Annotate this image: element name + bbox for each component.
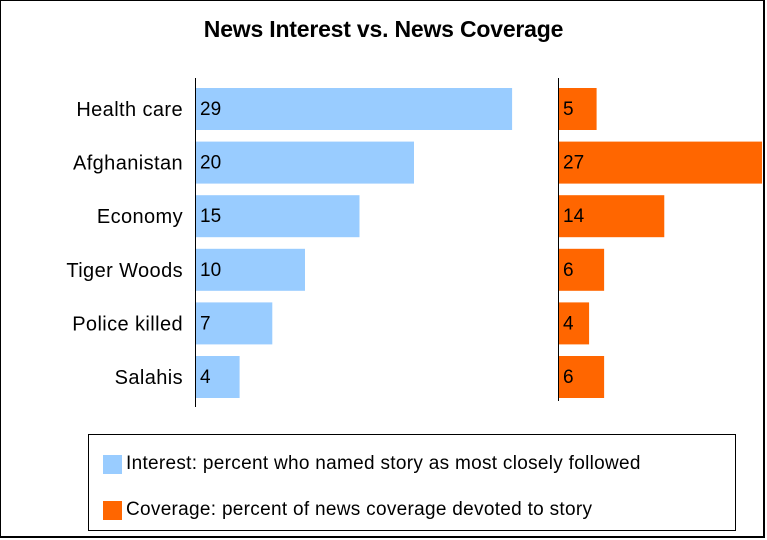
coverage-bar-police-killed	[559, 302, 590, 345]
category-label-police-killed: Police killed	[72, 313, 183, 335]
chart-title: News Interest vs. News Coverage	[203, 16, 564, 42]
legend: Interest: percent who named story as mos…	[88, 434, 736, 531]
legend-swatch-coverage	[103, 500, 122, 520]
category-label-salahis: Salahis	[115, 367, 183, 389]
legend-item-interest: Interest: percent who named story as mos…	[103, 453, 641, 474]
coverage-value-label-health-care: 5	[563, 99, 574, 120]
interest-value-label-police-killed: 7	[200, 313, 211, 334]
interest-bar-economy	[196, 195, 360, 238]
coverage-value-label-economy: 14	[563, 206, 585, 227]
legend-label-coverage: Coverage: percent of news coverage devot…	[126, 499, 593, 520]
interest-bar-salahis	[196, 356, 240, 398]
category-label-economy: Economy	[97, 206, 183, 228]
coverage-bar-health-care	[559, 88, 597, 130]
coverage-bar-economy	[559, 195, 665, 238]
category-label-tiger-woods: Tiger Woods	[66, 260, 183, 282]
coverage-value-label-salahis: 6	[563, 367, 574, 388]
coverage-bar-tiger-woods	[559, 248, 605, 291]
interest-bar-afghanistan	[196, 141, 414, 184]
legend-label-interest: Interest: percent who named story as mos…	[126, 453, 641, 474]
coverage-bar-salahis	[559, 356, 605, 398]
interest-bar-tiger-woods	[196, 248, 305, 291]
legend-item-coverage: Coverage: percent of news coverage devot…	[103, 499, 593, 520]
interest-bar-health-care	[196, 88, 513, 130]
coverage-value-label-police-killed: 4	[563, 313, 574, 334]
interest-bar-police-killed	[196, 302, 273, 345]
interest-value-label-salahis: 4	[200, 367, 211, 388]
coverage-value-label-afghanistan: 27	[563, 153, 584, 174]
category-label-afghanistan: Afghanistan	[73, 153, 183, 175]
interest-value-label-tiger-woods: 10	[200, 260, 221, 281]
interest-value-label-economy: 15	[200, 206, 221, 227]
interest-value-label-health-care: 29	[200, 99, 221, 120]
legend-swatch-interest	[103, 454, 122, 474]
coverage-value-label-tiger-woods: 6	[563, 260, 574, 281]
coverage-bar-afghanistan	[559, 141, 763, 184]
interest-value-label-afghanistan: 20	[200, 153, 221, 174]
category-label-health-care: Health care	[76, 99, 183, 121]
